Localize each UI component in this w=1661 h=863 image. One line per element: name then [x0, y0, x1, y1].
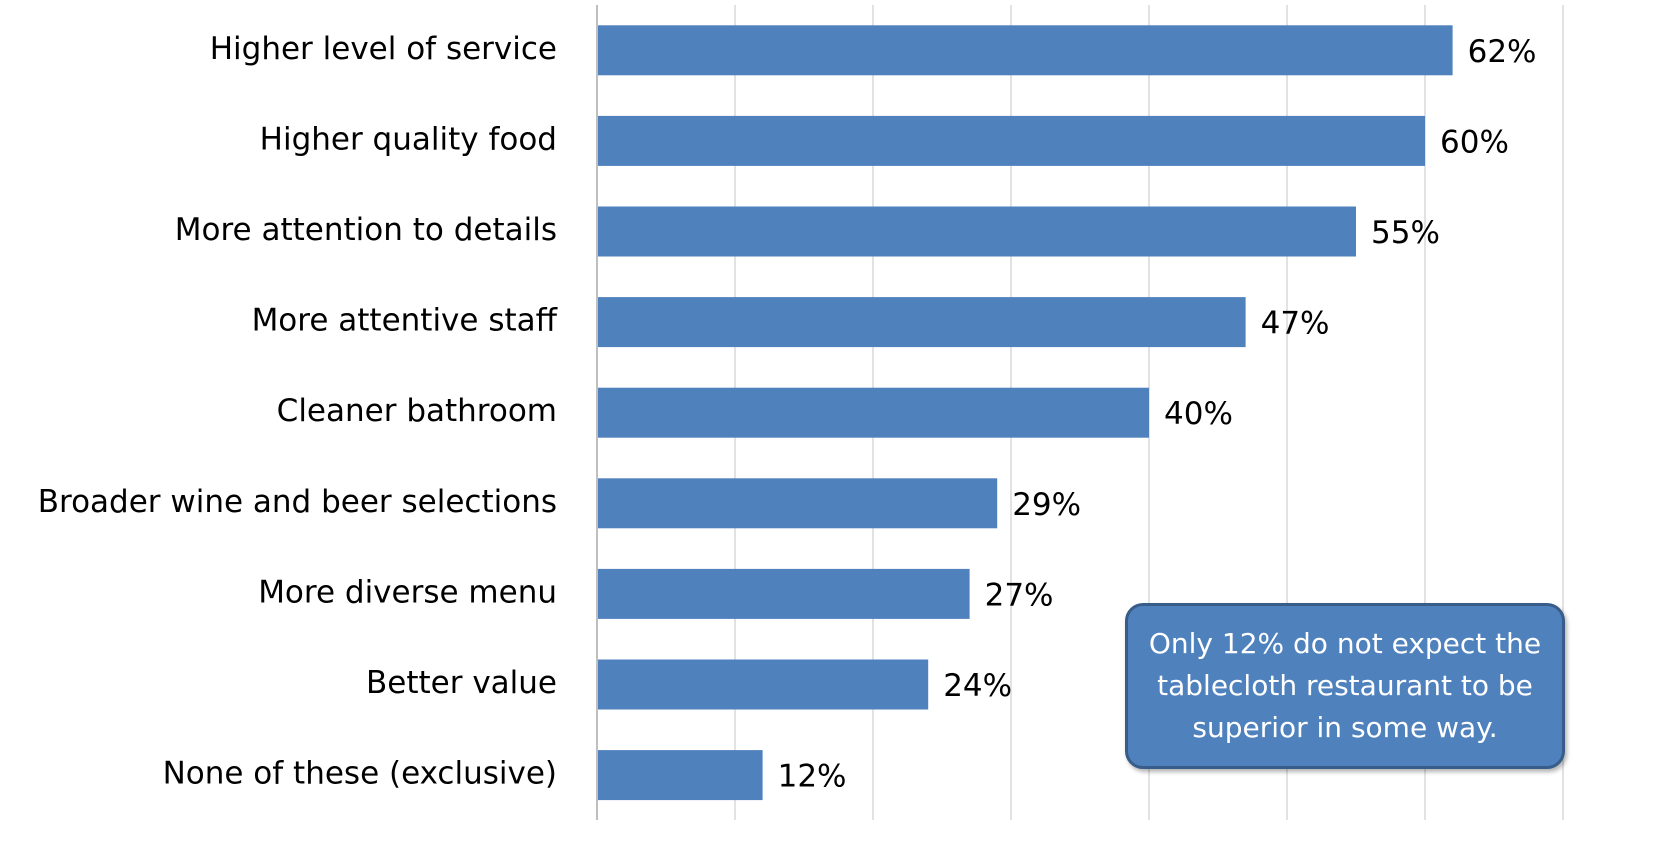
y-tick-label: None of these (exclusive) — [163, 756, 557, 792]
bar — [597, 568, 970, 619]
bar — [597, 206, 1356, 257]
data-label: 40% — [1164, 396, 1233, 432]
bar — [597, 25, 1453, 76]
data-label: 27% — [985, 577, 1054, 613]
data-label: 29% — [1012, 487, 1081, 523]
data-label: 62% — [1468, 34, 1537, 70]
bar — [597, 750, 763, 801]
y-tick-label: Cleaner bathroom — [277, 393, 557, 429]
data-label: 24% — [943, 668, 1012, 704]
y-tick-label: Broader wine and beer selections — [38, 484, 557, 520]
bar — [597, 659, 929, 710]
y-tick-label: More attention to details — [175, 212, 557, 248]
data-label: 60% — [1440, 124, 1509, 160]
bar — [597, 478, 998, 529]
data-label: 47% — [1261, 306, 1330, 342]
y-tick-label: Higher quality food — [260, 121, 557, 157]
y-tick-label: Better value — [366, 665, 557, 701]
y-tick-label: More diverse menu — [258, 574, 557, 610]
data-label: 55% — [1371, 215, 1440, 251]
bar — [597, 297, 1246, 348]
y-tick-label: Higher level of service — [210, 31, 557, 67]
y-tick-label: More attentive staff — [252, 303, 558, 339]
bar — [597, 115, 1425, 166]
data-label: 12% — [778, 759, 847, 795]
annotation: Only 12% do not expect the tablecloth re… — [1125, 603, 1565, 769]
bar — [597, 387, 1149, 438]
